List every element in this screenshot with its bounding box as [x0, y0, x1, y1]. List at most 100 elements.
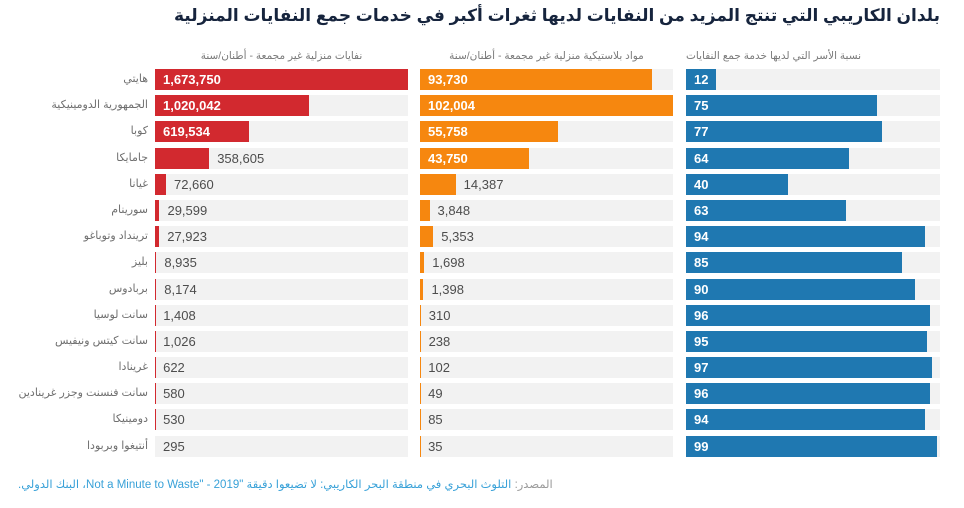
- bar-value: 102: [428, 360, 450, 376]
- table-row: جامايكا 358,605 43,750 64: [8, 147, 940, 169]
- bar: [686, 121, 882, 143]
- plastic-waste-track: 14,387: [420, 173, 673, 195]
- bar: [686, 435, 938, 457]
- household-waste-track: 295: [155, 435, 408, 457]
- bar-value: 96: [694, 386, 709, 402]
- plastic-waste-track: 85: [420, 409, 673, 431]
- collection-service-track: 96: [686, 383, 940, 405]
- plastic-waste-track: 55,758: [420, 121, 673, 143]
- bar-value: 3,848: [437, 202, 471, 218]
- bar-value: 85: [428, 412, 443, 428]
- bar-value: 14,387: [463, 176, 504, 192]
- bar-value: 619,534: [163, 124, 210, 140]
- country-label: غرينادا: [118, 361, 148, 374]
- bar-value: 295: [163, 438, 185, 454]
- bar-value: 35: [428, 438, 443, 454]
- bar-value: 1,673,750: [163, 72, 221, 87]
- country-label: سانت لوسيا: [93, 308, 148, 321]
- page-title: بلدان الكاريبي التي تنتج المزيد من النفا…: [174, 6, 940, 25]
- household-waste-track: 1,020,042: [155, 95, 408, 117]
- bar-value: 5,353: [441, 229, 474, 245]
- bar-value: 90: [694, 281, 709, 297]
- bar-value: 29,599: [167, 202, 208, 218]
- collection-service-track: 94: [686, 409, 940, 431]
- table-row: سانت لوسيا 1,408 310 96: [8, 304, 940, 326]
- source-link[interactable]: التلوث البحري في منطقة البحر الكاريبي: ل…: [18, 479, 512, 491]
- plastic-waste-track: 238: [420, 330, 673, 352]
- country-label: جامايكا: [116, 151, 148, 164]
- bar: [155, 252, 157, 274]
- bar: [420, 121, 559, 143]
- collection-service-track: 96: [686, 304, 940, 326]
- bar-value: 8,174: [164, 281, 197, 297]
- country-label: دومينيكا: [112, 413, 149, 426]
- collection-service-track: 95: [686, 330, 940, 352]
- table-row: دومينيكا 530 85 94: [8, 409, 940, 431]
- bar: [420, 199, 430, 221]
- bar: [420, 95, 673, 117]
- bar-value: 96: [694, 307, 709, 323]
- bar-value: 1,408: [163, 307, 196, 323]
- plastic-waste-track: 1,398: [420, 278, 673, 300]
- country-label: بليز: [131, 256, 148, 269]
- country-label: هايتي: [123, 73, 148, 85]
- collection-service-track: 63: [686, 199, 940, 221]
- table-row: الجمهورية الدومينيكية 1,020,042 102,004 …: [8, 95, 940, 117]
- household-waste-track: 530: [155, 409, 408, 431]
- collection-service-track: 75: [686, 95, 940, 117]
- collection-service-track: 64: [686, 147, 940, 169]
- bar: [686, 409, 925, 431]
- country-label: الجمهورية الدومينيكية: [51, 99, 148, 112]
- plastic-waste-track: 102,004: [420, 95, 673, 117]
- household-waste-track: 8,935: [155, 252, 408, 274]
- bar: [155, 121, 249, 143]
- country-label: غيانا: [129, 177, 148, 190]
- bar-value: 102,004: [428, 98, 475, 114]
- bar-value: 75: [694, 98, 709, 114]
- household-waste-track: 1,026: [155, 330, 408, 352]
- country-label: بربادوس: [108, 282, 148, 295]
- bar-value: 1,026: [163, 333, 196, 349]
- household-waste-track: 29,599: [155, 199, 408, 221]
- table-row: أنتيغوا وبربودا 295 35 99: [8, 435, 940, 457]
- bar: [686, 383, 930, 405]
- bar: [155, 199, 160, 221]
- bar-value: 99: [694, 438, 709, 454]
- table-row: هايتي 1,673,750 93,730 12: [8, 69, 940, 90]
- chart-rows: هايتي 1,673,750 93,730 12 الجمهورية الدو…: [8, 69, 940, 457]
- bar: [155, 147, 210, 169]
- bar-value: 49: [428, 386, 443, 402]
- plastic-waste-track: 102: [420, 357, 673, 379]
- bar-value: 63: [694, 202, 709, 218]
- household-waste-track: 1,673,750: [155, 69, 408, 90]
- household-waste-track: 622: [155, 357, 408, 379]
- household-waste-track: 27,923: [155, 226, 408, 248]
- household-waste-track: 8,174: [155, 278, 408, 300]
- table-row: غرينادا 622 102 97: [8, 357, 940, 379]
- bar-value: 1,020,042: [163, 98, 221, 114]
- table-row: بليز 8,935 1,698 85: [8, 252, 940, 274]
- bar: [686, 330, 928, 352]
- bar-value: 95: [694, 333, 709, 349]
- bar: [420, 226, 434, 248]
- source-prefix: المصدر:: [514, 479, 553, 491]
- bar-value: 310: [428, 307, 451, 323]
- table-row: سورينام 29,599 3,848 63: [8, 199, 940, 221]
- table-row: كوبا 619,534 55,758 77: [8, 121, 940, 143]
- plastic-waste-track: 93,730: [420, 69, 673, 90]
- plastic-waste-track: 3,848: [420, 199, 673, 221]
- column-header-household-waste: نفايات منزلية غير مجمعة - أطنان/سنة: [200, 50, 363, 62]
- bar-value: 1,398: [431, 281, 464, 297]
- bar-value: 97: [694, 360, 709, 376]
- bar: [420, 147, 529, 169]
- household-waste-track: 72,660: [155, 173, 408, 195]
- bar: [686, 147, 849, 169]
- bar: [686, 278, 915, 300]
- bar: [686, 226, 925, 248]
- column-header-collection-service: نسبة الأسر التي لديها خدمة جمع النفايات: [686, 50, 862, 62]
- collection-service-track: 97: [686, 357, 940, 379]
- country-label: سانت فنسنت وجزر غرينادين: [18, 387, 149, 400]
- table-row: ترينداد وتوباغو 27,923 5,353 94: [8, 226, 940, 248]
- column-header-plastic-waste: مواد بلاستيكية منزلية غير مجمعة - أطنان/…: [449, 50, 644, 62]
